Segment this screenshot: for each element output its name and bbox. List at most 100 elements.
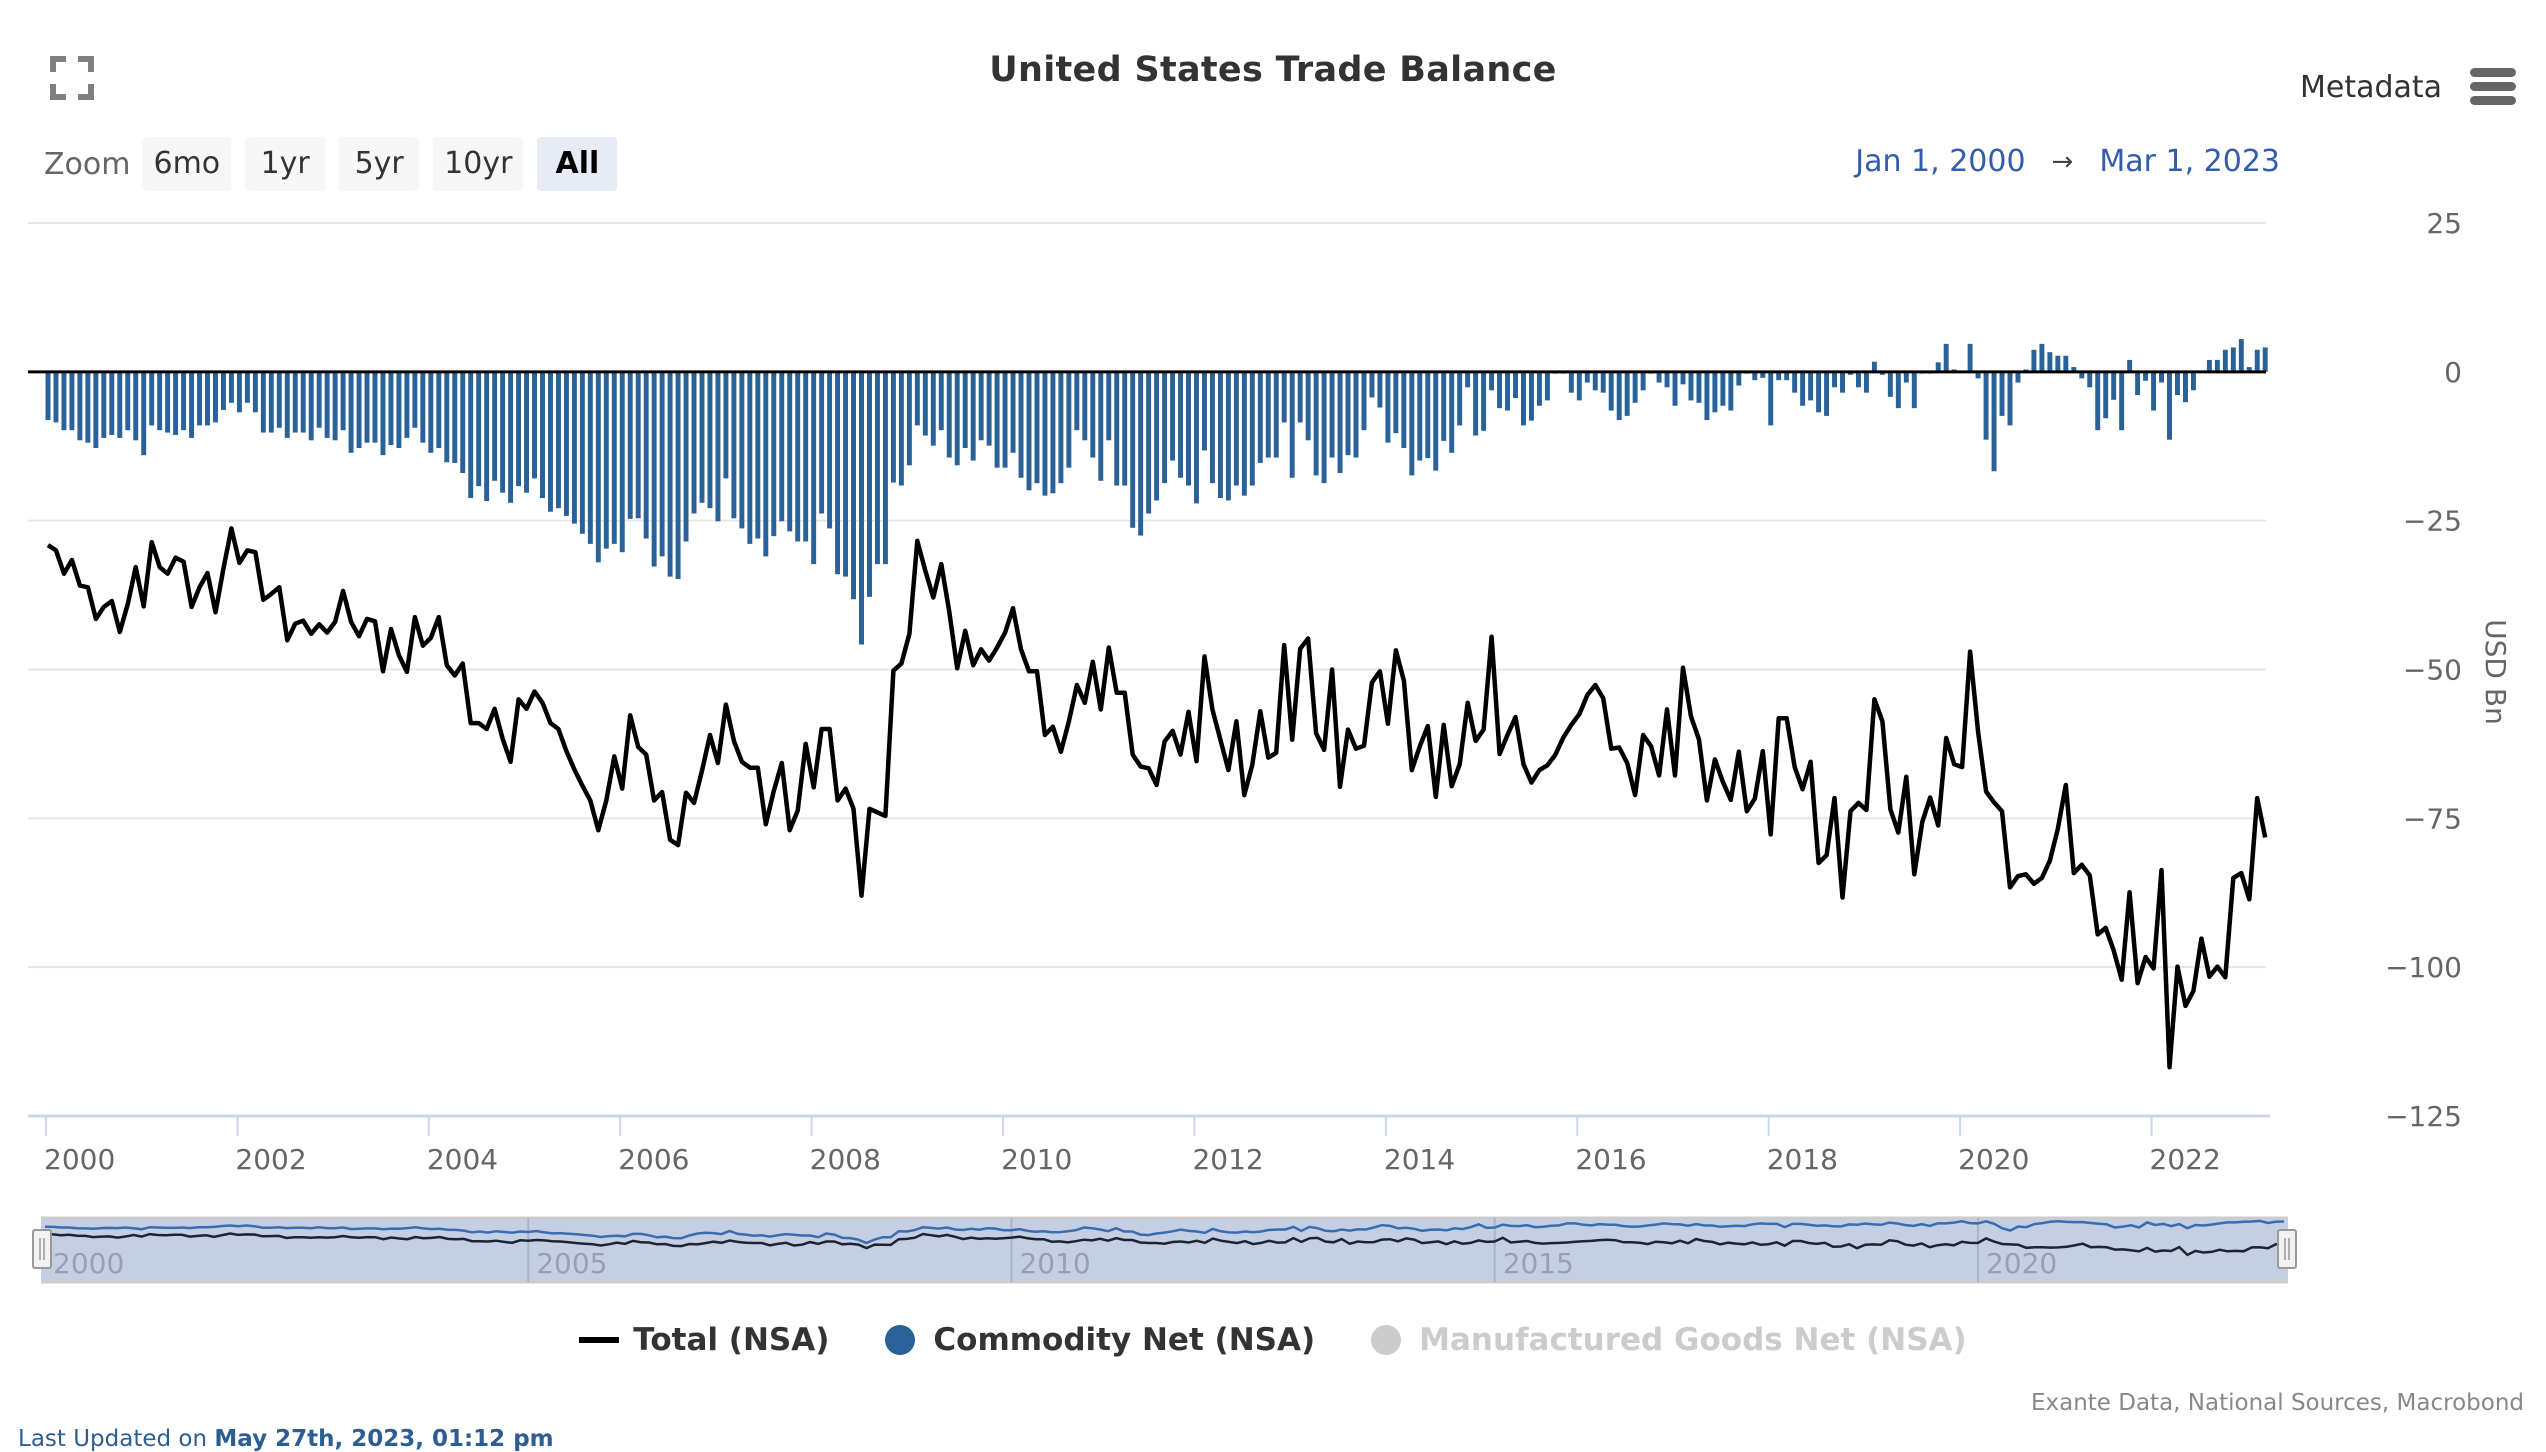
navigator-total-line — [44, 1232, 2285, 1257]
handle-body[interactable] — [32, 1229, 52, 1269]
commodity-bar — [1840, 371, 1845, 393]
commodity-bar — [149, 371, 155, 426]
commodity-bar — [835, 371, 841, 575]
commodity-bar — [1146, 371, 1152, 514]
metadata-link[interactable]: Metadata — [2300, 70, 2443, 105]
commodity-bar — [1497, 371, 1503, 409]
commodity-bar — [1074, 371, 1080, 431]
commodity-bar — [1489, 371, 1495, 391]
navigator-selection[interactable] — [41, 1218, 2288, 1282]
legend-label: Total (NSA) — [633, 1322, 830, 1358]
commodity-bar — [675, 371, 681, 580]
commodity-bar — [157, 371, 163, 431]
legend-item-total[interactable]: Total (NSA) — [579, 1322, 829, 1358]
y-tick-label: 25 — [2426, 207, 2462, 240]
commodity-bar — [2047, 352, 2053, 372]
commodity-bar — [1138, 371, 1144, 536]
commodity-bar — [197, 371, 203, 426]
commodity-bar — [173, 371, 179, 435]
zoom-6mo-button[interactable]: 6mo — [142, 137, 232, 191]
commodity-bar — [436, 371, 442, 449]
legend-item-commodity-net[interactable]: Commodity Net (NSA) — [885, 1322, 1315, 1358]
x-tick-label: 2014 — [1384, 1143, 1455, 1176]
commodity-bar — [1409, 371, 1415, 476]
commodity-bar — [1098, 371, 1104, 481]
commodity-bar — [731, 371, 737, 519]
commodity-bar — [356, 371, 362, 449]
commodity-bar — [2246, 367, 2252, 372]
commodity-bar — [1600, 371, 1606, 393]
commodity-bar — [1361, 371, 1367, 431]
commodity-bar — [2222, 349, 2228, 372]
commodity-bar — [803, 371, 809, 542]
commodity-bar — [1393, 371, 1399, 434]
commodity-bar — [1688, 371, 1694, 401]
commodity-bar — [228, 371, 234, 403]
x-axis: 2000 2002 2004 2006 2008 2010 2012 2014 2016 2018… — [28, 1114, 2270, 1176]
zoom-10yr-button[interactable]: 10yr — [433, 137, 524, 191]
commodity-bar — [1417, 371, 1423, 461]
commodity-bar — [1903, 371, 1909, 383]
commodity-bar — [890, 371, 896, 483]
commodity-bar — [444, 371, 450, 463]
commodity-bar — [667, 371, 673, 577]
commodity-bar — [1664, 371, 1670, 388]
commodity-bar — [1050, 371, 1056, 494]
commodity-bar — [843, 371, 849, 577]
commodity-bar — [2071, 367, 2077, 372]
zoom-1yr-button[interactable]: 1yr — [245, 137, 326, 191]
total-line-series — [46, 526, 2268, 1070]
commodity-bar — [1305, 371, 1311, 441]
commodity-bar — [715, 371, 721, 522]
handle-body[interactable] — [2277, 1229, 2297, 1269]
zoom-5yr-button[interactable]: 5yr — [339, 137, 420, 191]
commodity-bar — [348, 371, 354, 453]
commodity-bar — [699, 371, 705, 503]
commodity-bar — [213, 371, 218, 423]
y-axis: 25 0 −25 −50 −75 −100 −125 — [2385, 207, 2462, 1133]
navigator[interactable]: 2000 2005 2010 2015 2020 — [32, 1216, 2297, 1284]
date-to-input[interactable]: Mar 1, 2023 — [2099, 144, 2280, 179]
commodity-bar — [1528, 371, 1534, 421]
arrow-right-icon: → — [2051, 146, 2074, 177]
commodity-bar — [165, 371, 171, 433]
commodity-bar — [189, 371, 195, 438]
commodity-bar — [651, 371, 657, 567]
context-menu-button[interactable] — [2470, 68, 2516, 106]
commodity-bar — [205, 371, 210, 426]
commodity-bar — [332, 371, 338, 441]
commodity-bar — [1265, 371, 1271, 458]
commodity-bar — [1385, 371, 1391, 443]
legend-item-manufactured-goods-net[interactable]: Manufactured Goods Net (NSA) — [1371, 1322, 1967, 1358]
commodity-bar — [2262, 347, 2268, 372]
x-tick-label: 2012 — [1192, 1143, 1263, 1176]
commodity-bar — [1680, 371, 1686, 385]
date-from-input[interactable]: Jan 1, 2000 — [1855, 144, 2026, 179]
commodity-bar — [69, 371, 75, 431]
commodity-bar — [1082, 371, 1088, 441]
commodity-bar — [133, 371, 139, 441]
commodity-bar — [61, 371, 67, 431]
commodity-bar — [1289, 371, 1295, 478]
commodity-bar — [1026, 371, 1032, 491]
commodity-bar — [1313, 371, 1319, 476]
commodity-bar — [468, 371, 474, 499]
commodity-bar — [380, 371, 386, 456]
circle-symbol-icon — [1371, 1325, 1402, 1355]
commodity-bar — [1233, 371, 1239, 486]
commodity-bar — [579, 371, 585, 534]
commodity-bar — [859, 371, 864, 645]
commodity-bar — [1855, 371, 1861, 388]
commodity-bar — [93, 371, 99, 449]
navigator-handle-right[interactable] — [2277, 1229, 2297, 1269]
commodity-bar — [1592, 371, 1598, 391]
commodity-bar — [1624, 371, 1630, 416]
commodity-bar — [1217, 371, 1223, 499]
commodity-bar — [587, 371, 593, 544]
commodity-bar — [2063, 355, 2069, 372]
y-tick-label: −25 — [2403, 505, 2462, 538]
fullscreen-button[interactable] — [50, 56, 94, 100]
navigator-handle-left[interactable] — [32, 1229, 52, 1269]
zoom-all-button[interactable]: All — [537, 137, 618, 191]
commodity-bar — [707, 371, 713, 509]
